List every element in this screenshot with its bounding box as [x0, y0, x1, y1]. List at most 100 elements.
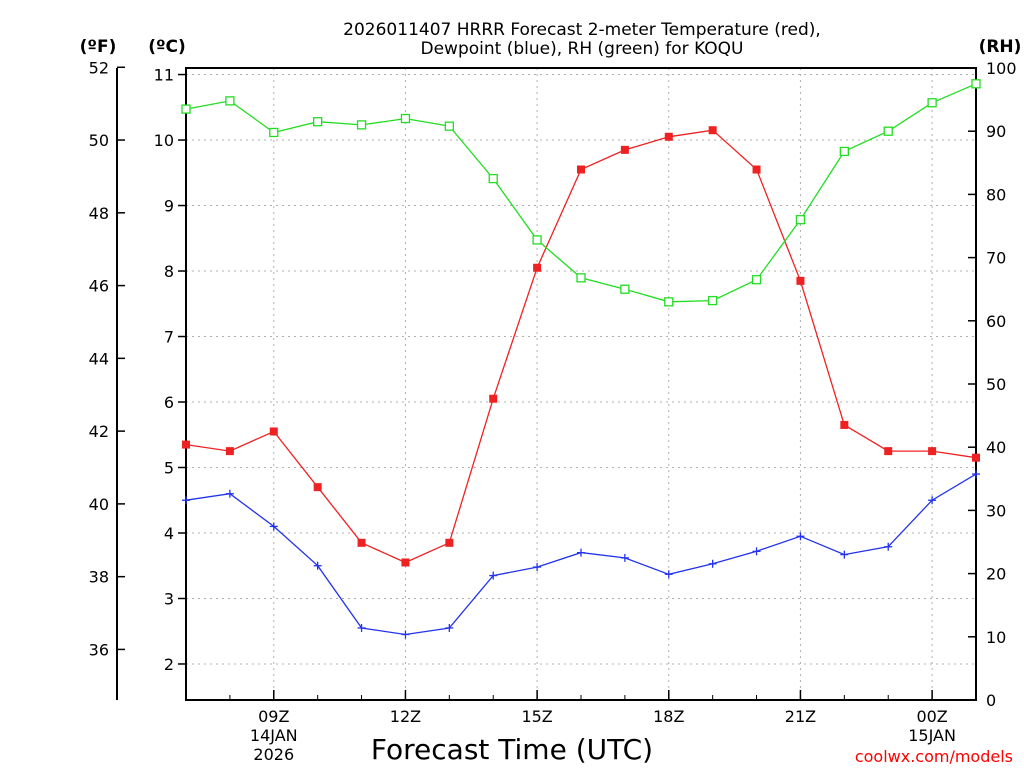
temperature-point	[445, 538, 454, 547]
fahrenheit-axis-unit: (ºF)	[80, 37, 117, 57]
dewpoint-point	[840, 550, 849, 559]
fahrenheit-tick-label: 46	[89, 277, 109, 296]
x-year-label: 2026	[253, 745, 294, 764]
rh-point	[708, 295, 718, 306]
rh-point	[488, 173, 498, 184]
celsius-tick-label: 8	[164, 262, 174, 281]
rh-point	[225, 96, 235, 106]
dewpoint-point	[972, 470, 980, 479]
rh-point	[971, 79, 981, 89]
data-series	[181, 79, 981, 639]
celsius-tick-label: 2	[164, 655, 174, 674]
fahrenheit-tick-label: 40	[89, 495, 109, 514]
temperature-point	[313, 483, 322, 492]
rh-tick-label: 40	[986, 438, 1006, 457]
dewpoint-point	[577, 548, 585, 557]
rh-tick-label: 30	[986, 501, 1006, 520]
temperature-point	[708, 126, 717, 135]
fahrenheit-tick-label: 50	[89, 131, 109, 150]
fahrenheit-tick-label: 48	[89, 204, 109, 223]
temperature-point	[796, 276, 805, 285]
rh-point	[927, 98, 937, 108]
x-date-label: 15JAN	[908, 726, 956, 745]
rh-tick-label: 10	[986, 628, 1006, 647]
rh-point	[883, 126, 893, 136]
temperature-point	[972, 453, 980, 462]
rh-point	[839, 146, 849, 157]
rh-tick-label: 90	[986, 122, 1006, 141]
temperature-point	[533, 263, 542, 272]
temperature-point	[840, 420, 849, 429]
tick-labels: 2 3 4 5 6 7 8 9 10 11 36 38 40 42 44 46 48 50 52 0 10 20 30 40 5…	[89, 58, 1017, 764]
fahrenheit-tick-label: 36	[89, 640, 109, 659]
rh-tick-label: 60	[986, 312, 1006, 331]
temperature-point	[577, 165, 585, 174]
celsius-tick-label: 3	[164, 589, 174, 608]
dewpoint-point	[269, 522, 278, 531]
rh-point	[795, 215, 806, 225]
dewpoint-point	[620, 553, 629, 562]
chart-title-line1: 2026011407 HRRR Forecast 2-meter Tempera…	[343, 20, 821, 40]
celsius-tick-label: 7	[164, 328, 174, 347]
x-tick-label: 09Z	[258, 707, 289, 726]
x-tick-label: 18Z	[653, 707, 684, 726]
gridlines	[186, 68, 976, 700]
rh-point	[620, 284, 630, 294]
dewpoint-point	[752, 547, 761, 556]
temperature-point	[225, 447, 234, 456]
x-tick-label: 12Z	[390, 707, 421, 726]
temperature-point	[752, 165, 761, 174]
celsius-tick-label: 6	[164, 393, 174, 412]
x-axis-label: Forecast Time (UTC)	[371, 733, 653, 766]
rh-point	[313, 117, 323, 127]
dewpoint-point	[884, 542, 893, 551]
rh-point	[576, 273, 586, 283]
fahrenheit-tick-label: 38	[89, 568, 109, 587]
dewpoint-point	[664, 570, 673, 579]
temperature-point	[489, 394, 498, 403]
fahrenheit-tick-label: 52	[89, 58, 109, 77]
rh-point	[664, 297, 674, 307]
dewpoint-point	[708, 559, 717, 568]
rh-line	[185, 83, 977, 303]
rh-tick-label: 80	[986, 185, 1006, 204]
temperature-point	[928, 447, 937, 456]
temperature-point	[401, 558, 410, 567]
rh-point	[444, 121, 454, 131]
dewpoint-point	[928, 496, 937, 505]
rh-tick-label: 0	[986, 691, 996, 710]
chart-title-line2: Dewpoint (blue), RH (green) for KOQU	[421, 39, 744, 59]
temperature-point	[182, 440, 190, 449]
x-tick-label: 21Z	[785, 707, 816, 726]
fahrenheit-tick-label: 42	[89, 422, 109, 441]
celsius-tick-label: 9	[164, 197, 174, 216]
temperature-point	[664, 132, 673, 141]
celsius-tick-label: 4	[164, 524, 174, 543]
dewpoint-point	[445, 623, 454, 632]
dewpoint-point	[533, 563, 542, 572]
rh-point	[181, 104, 191, 114]
x-tick-label: 00Z	[916, 707, 947, 726]
source-credit: coolwx.com/models	[855, 747, 1013, 766]
rh-point	[400, 113, 411, 124]
rh-point	[269, 127, 279, 138]
dewpoint-point	[401, 630, 410, 639]
dewpoint-point	[796, 532, 805, 541]
dewpoint-point	[357, 623, 366, 632]
temperature-point	[884, 447, 893, 456]
rh-point	[751, 275, 762, 285]
rh-tick-label: 20	[986, 565, 1006, 584]
dewpoint-point	[313, 561, 322, 570]
dewpoint-point	[489, 571, 498, 580]
temperature-point	[269, 427, 278, 436]
celsius-tick-label: 11	[154, 66, 174, 85]
axes	[116, 66, 977, 701]
temperature-point	[357, 538, 366, 547]
plot-frame	[185, 67, 977, 701]
rh-tick-label: 100	[986, 59, 1017, 78]
x-date-label: 14JAN	[250, 726, 298, 745]
rh-axis-unit: (RH)	[979, 37, 1022, 57]
celsius-tick-label: 10	[154, 131, 174, 150]
rh-point	[356, 120, 367, 130]
